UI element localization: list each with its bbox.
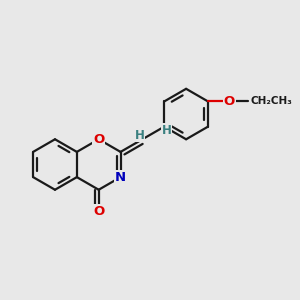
Text: CH₂CH₃: CH₂CH₃ [251, 96, 293, 106]
Text: O: O [224, 95, 235, 108]
Text: H: H [135, 129, 145, 142]
Text: H: H [162, 124, 172, 137]
Text: O: O [93, 133, 104, 146]
Text: N: N [115, 171, 126, 184]
Text: O: O [93, 205, 104, 218]
